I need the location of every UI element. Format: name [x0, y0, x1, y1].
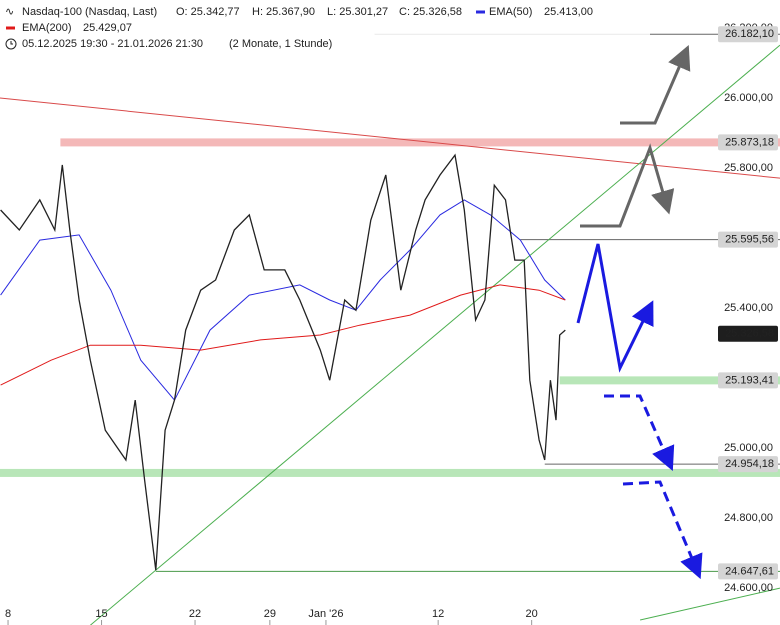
legend-label: EMA(50): [489, 6, 532, 18]
level-label: 25.873,18: [725, 136, 774, 148]
ohlc: L: 25.301,27: [327, 6, 388, 18]
arrow: [580, 143, 675, 228]
ohlc: C: 25.326,58: [399, 6, 462, 18]
scenario-arrows: [576, 44, 703, 580]
ema-line: [0, 284, 566, 386]
legend-label: EMA(200): [22, 22, 72, 34]
instrument: Nasdaq-100 (Nasdaq, Last): [22, 6, 157, 18]
header: ∿ Nasdaq-100 (Nasdaq, Last) O: 25.342,77…: [5, 6, 593, 50]
x-tick-label: 29: [264, 608, 276, 620]
x-tick-label: 15: [95, 608, 107, 620]
x-tick-label: 22: [189, 608, 201, 620]
ema-line: [0, 199, 566, 401]
legend-value: 25.413,00: [544, 6, 593, 18]
arrow: [576, 243, 654, 373]
support-zone: [0, 468, 780, 477]
trendline: [90, 44, 780, 625]
header-bg: [0, 0, 650, 52]
level-label-box: [718, 372, 778, 389]
level-label-box: [718, 231, 778, 248]
y-tick-label: 25.400,00: [724, 302, 773, 314]
arrow: [622, 480, 703, 580]
level-label: 25.326,58: [725, 328, 774, 340]
x-tick-label: 12: [432, 608, 444, 620]
level-label-box: [718, 134, 778, 151]
x-tick-label: 20: [526, 608, 538, 620]
x-tick-label: Jan '26: [308, 608, 343, 620]
icon: ∿: [5, 6, 14, 18]
level-label: 26.182,10: [725, 28, 774, 40]
trendline: [640, 587, 780, 621]
y-tick-label: 26.000,00: [724, 92, 773, 104]
level-label: 25.193,41: [725, 374, 774, 386]
trendline: [0, 97, 780, 179]
level-label-box: [718, 26, 778, 43]
level-label-box: [718, 325, 778, 342]
level-label-box: [718, 456, 778, 473]
ohlc: O: 25.342,77: [176, 6, 240, 18]
y-tick-label: 24.600,00: [724, 582, 773, 594]
x-tick-label: 8: [5, 608, 11, 620]
level-label: 24.954,18: [725, 458, 774, 470]
y-tick-label: 25.800,00: [724, 162, 773, 174]
level-band: [559, 376, 780, 385]
level-label: 25.595,56: [725, 234, 774, 246]
clock-hand: [10, 41, 13, 45]
level-band: [60, 138, 780, 147]
level-label-box: [718, 563, 778, 580]
ohlc: H: 25.367,90: [252, 6, 315, 18]
y-tick-label: 24.800,00: [724, 512, 773, 524]
period: (2 Monate, 1 Stunde): [229, 38, 332, 50]
price-line: [0, 153, 566, 571]
date-range: 05.12.2025 19:30 - 21.01.2026 21:30: [22, 38, 203, 50]
level-label: 24.647,61: [725, 565, 774, 577]
clock-icon: [5, 38, 17, 50]
y-tick-label: 25.000,00: [724, 442, 773, 454]
legend-value: 25.429,07: [83, 22, 132, 34]
arrow: [604, 394, 675, 471]
arrow: [620, 44, 691, 125]
